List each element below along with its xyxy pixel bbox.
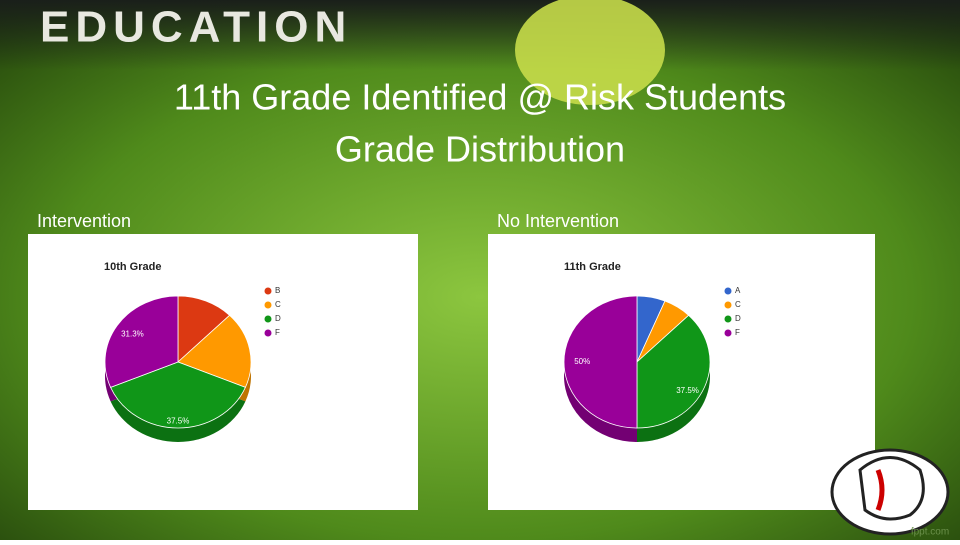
slide-title: Grade Distribution (335, 129, 625, 170)
footer: fppt.com (911, 527, 949, 538)
legend-label: C (275, 300, 281, 309)
chart-title: 10th Grade (104, 261, 161, 273)
panel-label: Intervention (37, 211, 131, 231)
legend-marker (724, 315, 732, 323)
legend-marker (724, 329, 732, 337)
legend-label: A (735, 286, 741, 295)
legend-marker (724, 287, 732, 295)
legend-marker (264, 329, 272, 337)
pie-slice (177, 314, 252, 388)
legend-marker (264, 315, 272, 323)
legend-label: C (735, 300, 741, 309)
legend-label: B (275, 286, 280, 295)
data-label: 12.5% (200, 285, 223, 294)
pie-slice (110, 361, 246, 429)
pie-slice (563, 295, 638, 429)
chart-title: 11th Grade (564, 261, 621, 273)
data-label: 37.5% (676, 386, 699, 395)
legend-label: F (735, 328, 740, 337)
data-label: 37.5% (167, 417, 190, 426)
banner-text: EDUCATION (40, 3, 352, 52)
banner-band (0, 0, 960, 70)
legend-marker (724, 301, 732, 309)
panel-label: No Intervention (497, 211, 619, 231)
pie-slice (177, 295, 231, 363)
data-label: 18.8% (251, 342, 274, 351)
data-label: 50% (574, 357, 590, 366)
apple (515, 0, 665, 105)
legend-marker (264, 287, 272, 295)
legend-label: F (275, 328, 280, 337)
data-label: 31.3% (121, 330, 144, 339)
pie-slice (104, 295, 179, 388)
mascot-logo (830, 448, 950, 536)
legend-label: D (735, 314, 741, 323)
slide-title: 11th Grade Identified @ Risk Students (174, 77, 786, 118)
pie-slice (636, 314, 711, 429)
legend-marker (264, 301, 272, 309)
legend-label: D (275, 314, 281, 323)
